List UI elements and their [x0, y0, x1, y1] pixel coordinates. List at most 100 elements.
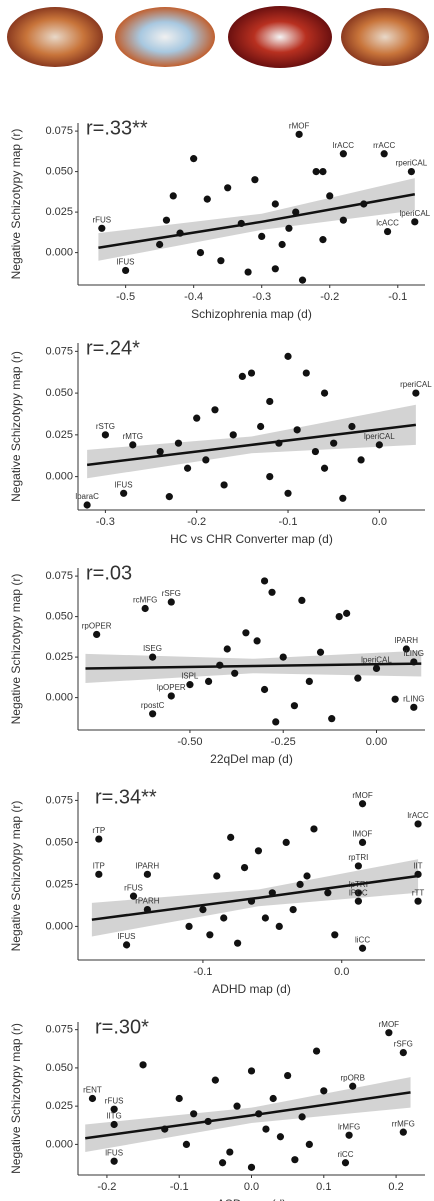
data-point [251, 176, 259, 184]
point-label: liCC [355, 935, 370, 944]
point-label: lLING [404, 649, 424, 658]
data-point [266, 397, 274, 406]
y-axis-label: Negative Schizotypy map (r) [9, 351, 23, 502]
data-point [375, 441, 383, 449]
y-tick-label: 0.000 [45, 247, 73, 259]
data-point [141, 604, 149, 613]
data-point [319, 236, 327, 244]
data-point [385, 1029, 393, 1037]
data-point [328, 715, 336, 723]
y-tick-label: 0.050 [45, 836, 73, 848]
data-point [204, 677, 213, 686]
data-point [311, 447, 320, 456]
point-label: lperiCAL [361, 656, 392, 665]
data-point [193, 414, 201, 422]
data-point [120, 489, 128, 497]
x-tick-label: 0.0 [334, 966, 349, 978]
point-label: lMOF [353, 830, 373, 839]
data-point [165, 493, 173, 501]
data-point [269, 1094, 277, 1103]
data-point [240, 864, 249, 872]
data-point [93, 630, 101, 639]
data-point [319, 168, 327, 176]
fit-line [86, 423, 417, 467]
point-label: lPARH [136, 861, 160, 870]
data-point [312, 168, 320, 176]
data-point [271, 265, 279, 273]
data-point [213, 872, 221, 880]
point-label: rENT [83, 1086, 102, 1095]
data-point [247, 369, 256, 377]
y-tick-label: 0.075 [45, 794, 73, 806]
data-point [339, 216, 347, 224]
data-point [349, 1082, 357, 1090]
point-label: lrACC [407, 811, 429, 820]
data-point [129, 892, 138, 900]
x-tick-label: 0.0 [244, 1181, 259, 1193]
data-point [284, 489, 292, 497]
data-point [266, 473, 274, 481]
point-label: lperiCAL [364, 432, 395, 441]
y-tick-label: 0.050 [45, 166, 73, 178]
data-point [156, 240, 164, 249]
data-point [391, 695, 399, 703]
point-label: rcMFG [133, 596, 157, 605]
point-label: rpOPER [82, 622, 112, 631]
fit-line [98, 193, 416, 249]
data-point [98, 224, 106, 232]
data-point [220, 914, 228, 922]
data-point [290, 702, 299, 710]
data-point [247, 1067, 256, 1075]
point-label: rFUS [124, 883, 143, 892]
data-point [83, 501, 91, 509]
data-point [289, 906, 297, 914]
data-point [169, 192, 177, 200]
data-point [291, 1156, 299, 1164]
data-point [275, 922, 283, 931]
data-point [414, 897, 422, 905]
data-point [196, 249, 205, 257]
data-point [296, 880, 304, 889]
x-tick-label: 0.2 [388, 1181, 403, 1193]
y-tick-label: 0.050 [45, 1062, 73, 1074]
y-tick-label: 0.025 [45, 878, 73, 890]
data-point [254, 847, 263, 855]
point-label: rFUS [92, 215, 111, 224]
data-point [227, 833, 235, 841]
x-tick-label: -0.4 [184, 291, 203, 303]
point-label: lPARH [395, 636, 419, 645]
fit-line [85, 662, 422, 670]
brain-surface [115, 7, 215, 67]
data-point [298, 276, 307, 284]
data-point [316, 648, 325, 656]
x-axis-label: ASD map (d) [217, 1197, 286, 1201]
point-label: rperiCAL [396, 159, 428, 168]
data-point [341, 1159, 350, 1167]
data-point [162, 216, 171, 224]
data-point [282, 838, 290, 847]
data-point [272, 718, 280, 726]
data-point [129, 441, 137, 449]
point-label: lrACC [333, 141, 355, 150]
point-label: rpORB [340, 1073, 364, 1082]
data-point [268, 588, 276, 596]
data-point [348, 422, 356, 431]
annotation: r=.24* [86, 337, 140, 359]
data-point [358, 944, 367, 952]
scatter-panel: rcMFG rSFG rpOPER lSEG lSPL lpOPER rpostC lPARH… [9, 562, 425, 766]
data-point [217, 257, 225, 265]
data-point [293, 426, 301, 434]
data-point [354, 889, 362, 897]
y-tick-label: 0.000 [45, 920, 73, 932]
data-point [312, 1047, 321, 1055]
point-label: rPARH [135, 897, 160, 906]
data-point [411, 218, 419, 226]
confidence-band [87, 404, 416, 479]
x-tick-label: -0.50 [177, 736, 202, 748]
data-point [399, 1049, 407, 1057]
point-label: lSPL [181, 672, 198, 681]
data-point [247, 1163, 256, 1171]
x-tick-label: -0.1 [170, 1181, 189, 1193]
data-point [257, 422, 265, 431]
